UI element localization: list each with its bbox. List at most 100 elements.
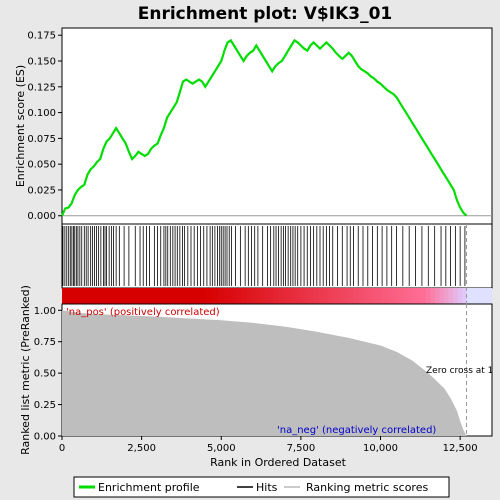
band-segment: [228, 288, 234, 304]
metric-ytick-label: 0.25: [34, 400, 56, 411]
band-segment: [165, 288, 171, 304]
legend-entry-metric: Ranking metric scores: [306, 481, 428, 494]
band-segment: [327, 288, 333, 304]
xtick-label: 0: [59, 443, 65, 454]
band-segment: [363, 288, 369, 304]
band-segment: [390, 288, 396, 304]
band-segment: [430, 288, 436, 304]
band-segment: [151, 288, 157, 304]
band-segment: [106, 288, 112, 304]
band-segment: [358, 288, 364, 304]
xtick-label: 12,500: [443, 443, 478, 454]
band-segment: [79, 288, 85, 304]
pos-label: 'na_pos' (positively correlated): [66, 307, 220, 318]
band-segment: [232, 288, 238, 304]
x-label: Rank in Ordered Dataset: [210, 456, 347, 469]
band-segment: [111, 288, 117, 304]
legend-entry-profile: Enrichment profile: [98, 481, 200, 494]
es-series: [60, 38, 468, 217]
band-segment: [88, 288, 94, 304]
rank-color-band: [62, 288, 492, 304]
band-segment: [264, 288, 270, 304]
band-segment: [124, 288, 130, 304]
band-segment: [426, 288, 431, 304]
es-ylabel: Enrichment score (ES): [14, 65, 27, 187]
band-segment: [399, 288, 404, 304]
band-segment: [142, 288, 148, 304]
band-segment: [372, 288, 378, 304]
band-segment: [421, 288, 427, 304]
es-ytick-label: 0.075: [27, 134, 56, 145]
band-segment: [214, 288, 220, 304]
band-segment: [259, 288, 265, 304]
es-panel: [61, 27, 493, 225]
band-segment: [273, 288, 279, 304]
x-axis: 0 2,500 5,000 7,500 10,000 12,500: [59, 436, 478, 454]
band-segment: [457, 288, 463, 304]
band-segment: [75, 288, 81, 304]
band-segment: [295, 288, 301, 304]
band-segment: [277, 288, 283, 304]
band-segment: [394, 288, 400, 304]
band-segment: [309, 288, 315, 304]
band-segment-neg: [466, 288, 492, 304]
band-segment: [448, 288, 454, 304]
band-segment: [313, 288, 319, 304]
band-segment: [133, 288, 139, 304]
band-segment: [318, 288, 324, 304]
band-segment: [210, 288, 216, 304]
band-segment: [300, 288, 306, 304]
es-ytick-label: 0.125: [27, 82, 56, 93]
band-segment: [102, 288, 108, 304]
band-segment: [183, 288, 189, 304]
band-segment: [291, 288, 297, 304]
band-segment: [412, 288, 418, 304]
band-segment: [453, 288, 458, 304]
band-segment: [444, 288, 449, 304]
band-segment: [120, 288, 126, 304]
band-segment: [219, 288, 225, 304]
es-ytick-label: 0.050: [27, 160, 56, 171]
band-segment: [196, 288, 202, 304]
es-ytick-label: 0.000: [27, 211, 56, 222]
metric-ytick-label: 0.00: [34, 432, 56, 443]
band-segment: [97, 288, 103, 304]
band-segment: [174, 288, 180, 304]
band-segment: [178, 288, 184, 304]
band-segment: [340, 288, 346, 304]
es-profile-line: [60, 38, 468, 217]
es-ytick-label: 0.175: [27, 31, 56, 42]
metric-area: [62, 224, 468, 436]
chart-title: Enrichment plot: V$IK3_01: [138, 4, 393, 24]
legend-box: [73, 476, 450, 498]
band-segment: [246, 288, 252, 304]
xtick-label: 10,000: [363, 443, 398, 454]
es-axis: 0.000 0.025 0.050 0.075 0.100 0.125 0.150 0.175: [27, 31, 492, 222]
metric-ytick-label: 0.75: [34, 337, 56, 348]
band-segment: [93, 288, 99, 304]
es-ytick-label: 0.100: [27, 108, 56, 119]
band-segment: [237, 288, 243, 304]
band-segment: [381, 288, 387, 304]
band-segment: [304, 288, 310, 304]
xtick-label: 2,500: [127, 443, 156, 454]
hits-panel: [61, 223, 493, 289]
band-segment: [435, 288, 440, 304]
band-segment: [282, 288, 288, 304]
band-segment: [354, 288, 360, 304]
band-segment: [345, 288, 351, 304]
metric-ytick-label: 1.00: [34, 306, 56, 317]
band-segment: [408, 288, 413, 304]
legend-entry-hits: Hits: [256, 481, 278, 494]
band-segment: [286, 288, 292, 304]
band-segment: [255, 288, 261, 304]
es-ytick-label: 0.150: [27, 57, 56, 68]
hits-lines: [62, 226, 466, 286]
band-segment: [129, 288, 135, 304]
band-segment: [70, 288, 76, 304]
band-segment: [160, 288, 166, 304]
band-segment: [268, 288, 274, 304]
band-segment: [169, 288, 175, 304]
band-segment: [241, 288, 247, 304]
